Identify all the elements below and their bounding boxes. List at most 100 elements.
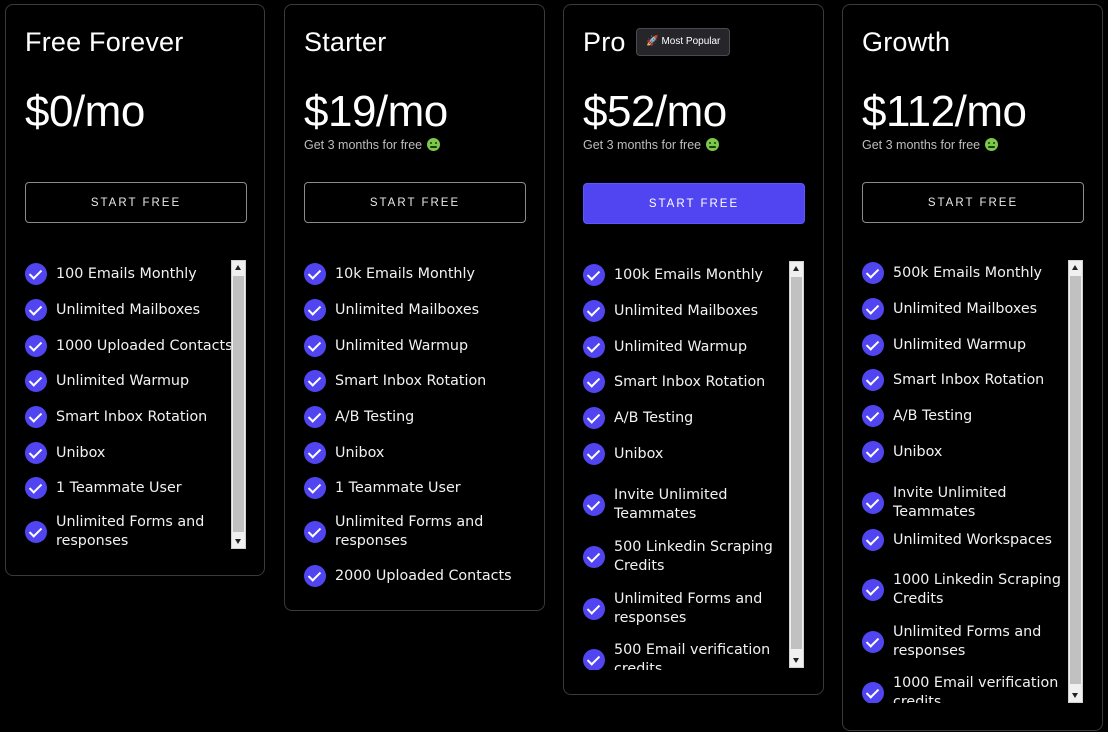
check-icon xyxy=(304,335,326,357)
feature-item: 500 Email verification credits xyxy=(583,641,784,670)
feature-item: Unlimited Mailboxes xyxy=(304,299,515,321)
check-icon xyxy=(25,477,47,499)
feature-item: 500 Linkedin Scraping Credits xyxy=(583,538,784,576)
feature-item: Invite Unlimited Teammates xyxy=(583,486,784,524)
plan-price: $19/mo xyxy=(304,87,448,136)
feature-list[interactable]: 500k Emails Monthly Unlimited Mailboxes … xyxy=(862,258,1084,703)
plan-title: Growth xyxy=(862,27,951,57)
check-icon xyxy=(862,441,884,463)
feature-item: 100 Emails Monthly xyxy=(25,263,241,285)
check-icon xyxy=(862,529,884,551)
check-icon xyxy=(583,371,605,393)
check-icon xyxy=(583,546,605,568)
check-icon xyxy=(304,406,326,428)
feature-item: 1000 Linkedin Scraping Credits xyxy=(862,571,1068,609)
check-icon xyxy=(304,263,326,285)
feature-item: Unlimited Forms and responses xyxy=(583,590,784,628)
feature-item: Unlimited Forms and responses xyxy=(25,513,236,549)
scroll-down-arrow-icon[interactable] xyxy=(232,534,245,548)
check-icon xyxy=(583,598,605,620)
scrollbar-thumb[interactable] xyxy=(233,276,244,532)
promo-text: Get 3 months for free xyxy=(862,138,999,152)
feature-item: Smart Inbox Rotation xyxy=(583,371,794,393)
feature-item: Unlimited Mailboxes xyxy=(583,300,794,322)
scroll-up-arrow-icon[interactable] xyxy=(790,262,803,276)
money-face-emoji-icon xyxy=(985,138,999,151)
feature-list[interactable]: 100k Emails Monthly Unlimited Mailboxes … xyxy=(583,260,805,670)
check-icon xyxy=(862,369,884,391)
check-icon xyxy=(25,370,47,392)
scroll-down-arrow-icon[interactable] xyxy=(790,653,803,667)
feature-item: Unlimited Forms and responses xyxy=(862,623,1063,661)
check-icon xyxy=(583,300,605,322)
start-free-button[interactable]: START FREE xyxy=(304,182,526,223)
check-icon xyxy=(304,565,326,587)
check-icon xyxy=(304,521,326,543)
check-icon xyxy=(862,682,884,703)
plan-card-growth: Growth $112/mo Get 3 months for free STA… xyxy=(842,4,1103,731)
feature-item: 500k Emails Monthly xyxy=(862,262,1073,284)
check-icon xyxy=(862,262,884,284)
check-icon xyxy=(25,263,47,285)
check-icon xyxy=(304,370,326,392)
feature-item: 1000 Email verification credits xyxy=(862,674,1063,703)
money-face-emoji-icon xyxy=(706,138,720,151)
check-icon xyxy=(304,299,326,321)
feature-item: Unibox xyxy=(25,442,236,464)
start-free-button[interactable]: START FREE xyxy=(25,182,247,223)
feature-item: Smart Inbox Rotation xyxy=(304,370,515,392)
feature-item: Unlimited Warmup xyxy=(862,334,1073,356)
feature-item: 1 Teammate User xyxy=(25,477,236,499)
feature-list-scrollbar[interactable] xyxy=(1068,260,1083,703)
feature-item: Unlimited Mailboxes xyxy=(25,299,236,321)
feature-item: 1000 Uploaded Contacts xyxy=(25,335,236,357)
check-icon xyxy=(25,299,47,321)
check-icon xyxy=(862,334,884,356)
scrollbar-thumb[interactable] xyxy=(1070,276,1081,684)
plan-price: $0/mo xyxy=(25,87,145,136)
scrollbar-thumb[interactable] xyxy=(791,277,802,649)
feature-list[interactable]: 100 Emails Monthly Unlimited Mailboxes 1… xyxy=(25,259,247,549)
check-icon xyxy=(25,335,47,357)
feature-item: Smart Inbox Rotation xyxy=(862,369,1073,391)
feature-list: 10k Emails Monthly Unlimited Mailboxes U… xyxy=(304,259,534,589)
feature-item: A/B Testing xyxy=(304,406,515,428)
check-icon xyxy=(583,336,605,358)
feature-item: 2000 Uploaded Contacts xyxy=(304,565,530,587)
feature-item: Invite Unlimited Teammates xyxy=(862,484,1063,522)
feature-item: A/B Testing xyxy=(862,405,1073,427)
plan-title: Starter xyxy=(304,27,387,57)
feature-item: Smart Inbox Rotation xyxy=(25,406,236,428)
feature-list-scrollbar[interactable] xyxy=(789,261,804,668)
check-icon xyxy=(583,649,605,670)
scroll-up-arrow-icon[interactable] xyxy=(1069,261,1082,275)
plan-card-starter: Starter $19/mo Get 3 months for free STA… xyxy=(284,4,545,611)
feature-list-scrollbar[interactable] xyxy=(231,260,246,549)
scroll-up-arrow-icon[interactable] xyxy=(232,261,245,275)
feature-item: 100k Emails Monthly xyxy=(583,264,794,286)
feature-item: Unibox xyxy=(862,441,1073,463)
money-face-emoji-icon xyxy=(427,138,441,151)
check-icon xyxy=(583,407,605,429)
promo-text: Get 3 months for free xyxy=(583,138,720,152)
check-icon xyxy=(862,298,884,320)
plan-price: $112/mo xyxy=(862,87,1027,136)
plan-card-pro: Pro 🚀 Most Popular $52/mo Get 3 months fo… xyxy=(563,4,824,695)
check-icon xyxy=(304,477,326,499)
check-icon xyxy=(862,492,884,514)
feature-item: 1 Teammate User xyxy=(304,477,515,499)
feature-item: Unlimited Warmup xyxy=(304,335,515,357)
feature-item: Unlimited Forms and responses xyxy=(304,513,515,551)
rocket-icon: 🚀 xyxy=(646,36,659,47)
feature-item: 10k Emails Monthly xyxy=(304,263,515,285)
scroll-down-arrow-icon[interactable] xyxy=(1069,688,1082,702)
check-icon xyxy=(304,442,326,464)
feature-item: Unibox xyxy=(304,442,515,464)
promo-text: Get 3 months for free xyxy=(304,138,441,152)
check-icon xyxy=(862,579,884,601)
most-popular-badge: 🚀 Most Popular xyxy=(636,28,731,56)
start-free-button[interactable]: START FREE xyxy=(583,183,805,224)
check-icon xyxy=(25,521,47,543)
start-free-button[interactable]: START FREE xyxy=(862,182,1084,223)
check-icon xyxy=(25,442,47,464)
